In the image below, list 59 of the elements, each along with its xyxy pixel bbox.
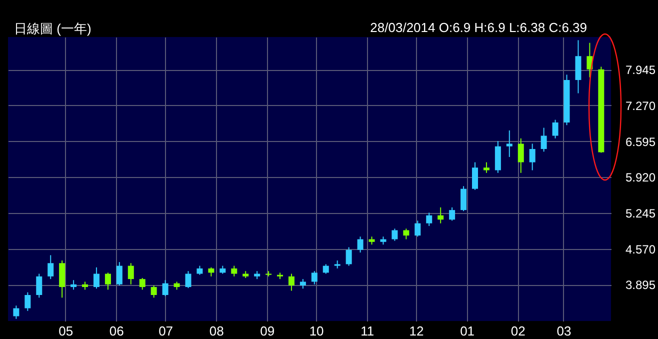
x-tick-label: 06 bbox=[109, 324, 124, 338]
candlestick bbox=[438, 206, 444, 224]
x-tick-label: 12 bbox=[409, 324, 424, 338]
candlestick bbox=[36, 273, 42, 298]
x-tick-label: 10 bbox=[309, 324, 324, 338]
y-tick-label: 7.270 bbox=[626, 98, 656, 113]
candlestick bbox=[494, 140, 501, 174]
candlestick bbox=[357, 236, 364, 254]
candlestick bbox=[70, 280, 77, 290]
y-tick-label: 3.895 bbox=[626, 278, 656, 292]
candlestick bbox=[472, 162, 478, 190]
y-tick-label: 5.245 bbox=[626, 206, 656, 220]
candlestick bbox=[93, 266, 100, 290]
candlestick bbox=[426, 212, 432, 226]
candlestick bbox=[540, 127, 547, 152]
candlestick bbox=[483, 162, 490, 174]
candlestick bbox=[128, 262, 134, 285]
x-tick-label: 08 bbox=[209, 324, 224, 338]
candlestick bbox=[185, 270, 192, 289]
candlestick bbox=[518, 138, 524, 174]
candlestick bbox=[392, 228, 398, 242]
y-tick-label: 6.595 bbox=[626, 134, 656, 149]
candlestick bbox=[116, 262, 122, 286]
candlestick bbox=[449, 206, 456, 222]
x-tick-label: 11 bbox=[360, 324, 374, 338]
candlestick bbox=[552, 119, 558, 139]
x-tick-label: 07 bbox=[158, 324, 174, 338]
x-tick-label: 05 bbox=[58, 324, 74, 338]
candlestick bbox=[13, 305, 20, 320]
candlestick bbox=[196, 265, 203, 276]
candlestick bbox=[150, 284, 157, 298]
candlestick bbox=[529, 143, 536, 171]
candlestick bbox=[460, 186, 467, 212]
candlestick bbox=[104, 272, 111, 290]
y-tick-label: 7.945 bbox=[626, 63, 656, 78]
y-tick-label: 5.920 bbox=[626, 170, 656, 185]
candlestick bbox=[322, 264, 329, 274]
candlestick bbox=[575, 40, 582, 94]
text: 日線圖 (一年) bbox=[14, 20, 92, 38]
candlestick bbox=[208, 266, 214, 277]
x-tick-label: 09 bbox=[260, 324, 275, 338]
candlestick bbox=[139, 278, 146, 290]
candlestick bbox=[311, 270, 318, 285]
candlestick bbox=[288, 273, 294, 292]
candlestick bbox=[346, 246, 352, 266]
text: 28/03/2014 O:6.9 H:6.9 L:6.38 C:6.39 bbox=[370, 20, 587, 35]
x-tick-label: 03 bbox=[556, 324, 572, 338]
x-tick-label: 02 bbox=[510, 324, 526, 338]
y-tick-label: 4.570 bbox=[626, 242, 656, 256]
candlestick bbox=[162, 280, 168, 297]
candlestick bbox=[414, 220, 421, 238]
candlestick bbox=[231, 265, 238, 277]
candlestick bbox=[300, 278, 306, 290]
candlestick bbox=[48, 254, 54, 280]
candlestick bbox=[403, 228, 410, 240]
candlestick bbox=[24, 292, 31, 312]
candlestick bbox=[59, 260, 66, 298]
x-tick-label: 01 bbox=[460, 324, 475, 338]
candlestick bbox=[506, 130, 512, 158]
